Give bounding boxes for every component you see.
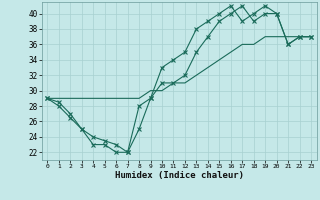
X-axis label: Humidex (Indice chaleur): Humidex (Indice chaleur): [115, 171, 244, 180]
